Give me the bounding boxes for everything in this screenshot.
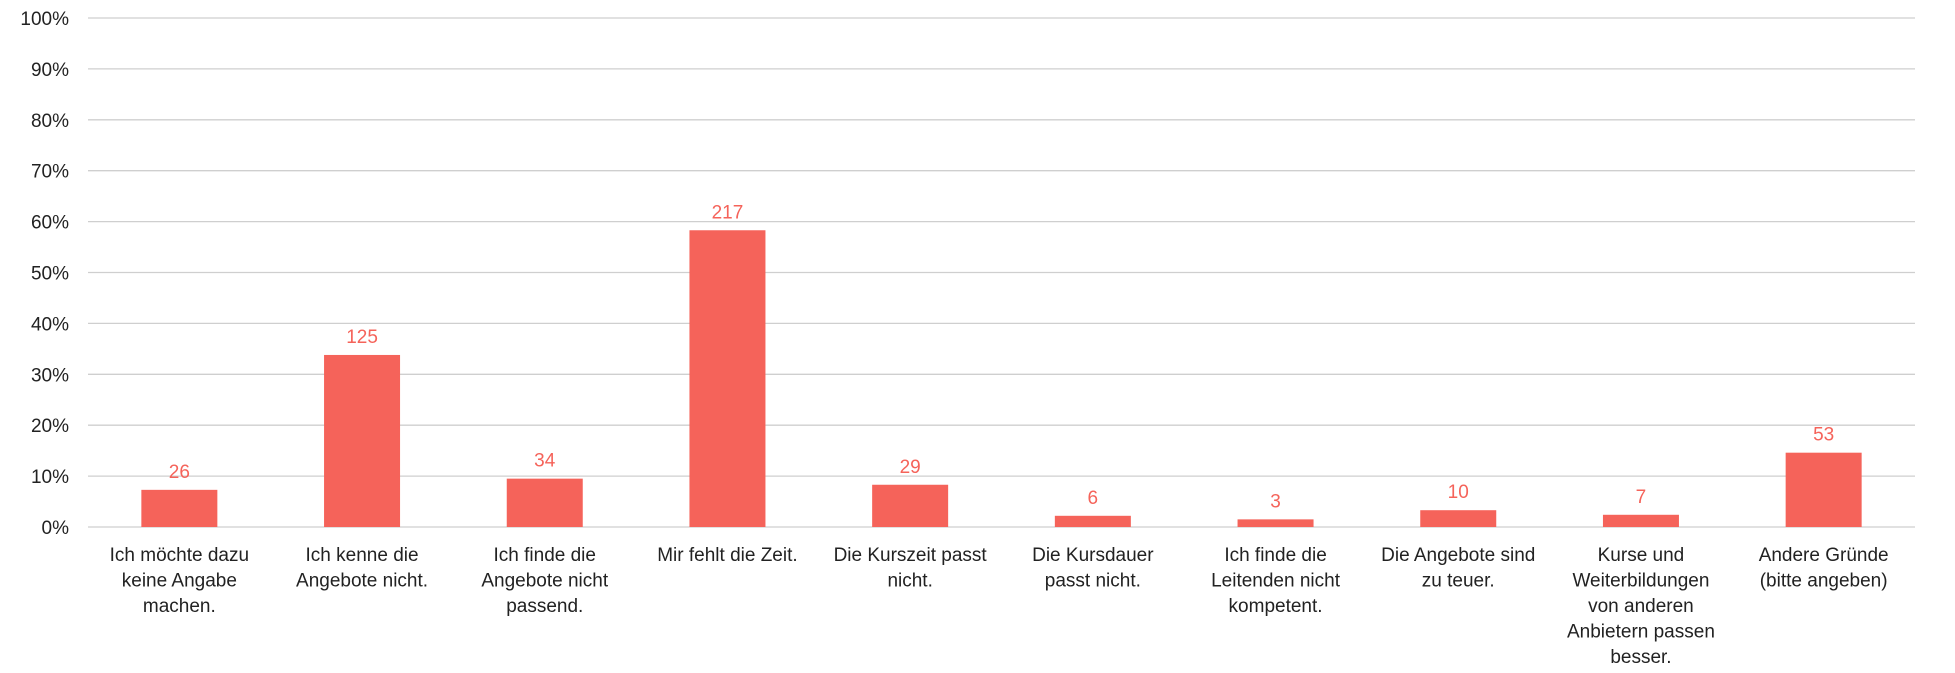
y-axis-tick-labels: 0% 10% 20% 30% 40% 50% 60% 70% 80% 90% 100% — [20, 9, 69, 539]
y-tick-label: 90% — [31, 60, 69, 81]
x-tick-label: Andere Gründe (bitte angeben) — [1759, 545, 1889, 592]
bar — [324, 354, 401, 527]
bar — [689, 230, 766, 528]
data-label: 6 — [1088, 488, 1099, 509]
bar — [1785, 452, 1862, 527]
x-tick-label: Ich finde die Angebote nicht passend. — [481, 545, 608, 617]
x-tick-label: Die Kurszeit passt nicht. — [834, 545, 988, 592]
y-tick-label: 100% — [20, 9, 69, 30]
x-tick-label: Die Angebote sind zu teuer. — [1381, 545, 1535, 592]
bar — [1054, 515, 1131, 527]
data-label: 217 — [712, 202, 744, 223]
bar — [1237, 519, 1314, 527]
y-tick-label: 20% — [31, 416, 69, 437]
x-tick-label: Ich möchte dazu keine Angabe machen. — [110, 545, 249, 617]
data-label: 53 — [1813, 425, 1834, 446]
bar — [506, 478, 583, 527]
data-label: 7 — [1636, 487, 1647, 508]
x-tick-label: Mir fehlt die Zeit. — [657, 545, 797, 566]
data-label: 3 — [1270, 491, 1281, 512]
data-label: 10 — [1448, 482, 1469, 503]
data-label: 29 — [900, 457, 921, 478]
bar — [1602, 514, 1679, 527]
y-tick-label: 60% — [31, 213, 69, 234]
bars — [141, 230, 1862, 528]
data-label: 125 — [346, 327, 378, 348]
x-axis-category-labels: Ich möchte dazu keine Angabe machen. Ich ke… — [110, 545, 1889, 668]
x-tick-label: Kurse und Weiterbildungen von anderen Anbie… — [1567, 545, 1715, 668]
y-tick-label: 30% — [31, 365, 69, 386]
y-tick-label: 0% — [42, 518, 70, 539]
data-label: 34 — [534, 451, 556, 472]
y-tick-label: 10% — [31, 467, 69, 488]
y-tick-label: 70% — [31, 162, 69, 183]
y-tick-label: 40% — [31, 314, 69, 335]
bar — [872, 484, 949, 527]
x-tick-label: Ich finde die Leitenden nicht kompetent. — [1211, 545, 1341, 617]
bar — [141, 489, 218, 527]
y-tick-label: 80% — [31, 111, 69, 132]
bar — [1420, 510, 1497, 527]
data-labels: 26 125 34 217 29 6 3 10 7 53 — [169, 202, 1834, 512]
x-tick-label: Die Kursdauer passt nicht. — [1032, 545, 1154, 592]
x-tick-label: Ich kenne die Angebote nicht. — [296, 545, 428, 592]
y-tick-label: 50% — [31, 264, 69, 285]
data-label: 26 — [169, 462, 190, 483]
